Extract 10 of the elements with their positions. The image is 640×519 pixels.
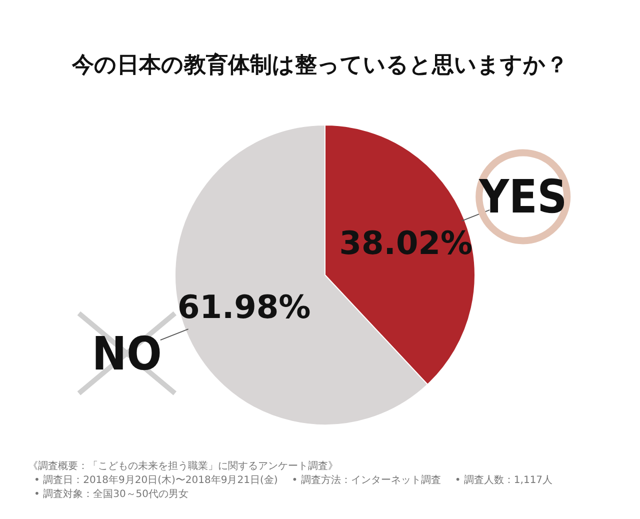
text: • 調査人数：1,117人: [454, 474, 553, 488]
text: • 調査対象：全国30～50代の男女: [34, 488, 189, 502]
data-label: 38.02%: [339, 224, 473, 262]
text: 《調査概要：「こどもの未来を担う職業」に関するアンケート調査》: [28, 460, 339, 474]
chart-title: 今の日本の教育体制は整っていると思いますか？: [70, 52, 569, 80]
slice-label: NO: [92, 326, 162, 380]
slice-label: YES: [478, 170, 568, 224]
data-label: 61.98%: [177, 288, 311, 326]
text: • 調査方法：インターネット調査: [292, 474, 441, 488]
text: • 調査日：2018年9月20日(木)〜2018年9月21日(金): [34, 474, 278, 488]
